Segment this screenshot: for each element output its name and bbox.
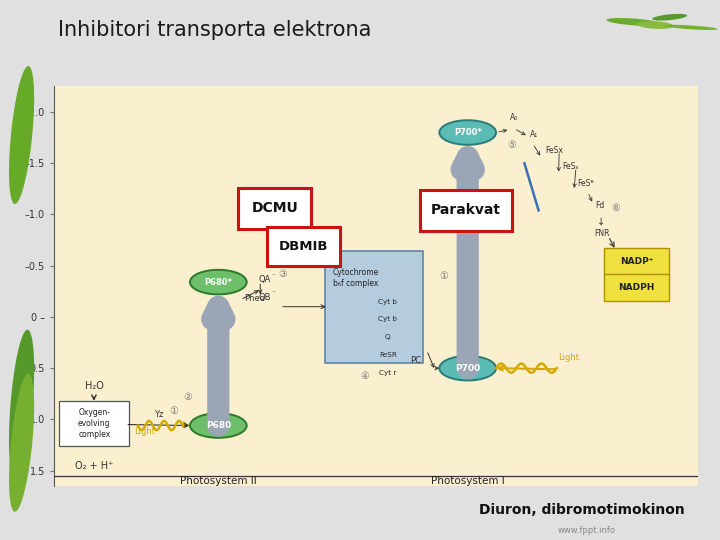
Text: Cyt b: Cyt b xyxy=(378,299,397,305)
Text: Pheo: Pheo xyxy=(244,294,265,302)
Text: NADP⁺: NADP⁺ xyxy=(620,257,653,266)
Text: Oxygen-
evolving
complex: Oxygen- evolving complex xyxy=(78,408,111,439)
Text: ②: ② xyxy=(184,392,192,402)
Text: A₁: A₁ xyxy=(530,130,538,139)
Text: ③: ③ xyxy=(279,269,287,279)
Text: ⁻: ⁻ xyxy=(272,291,276,296)
Text: ①: ① xyxy=(439,271,449,281)
Text: DBMIB: DBMIB xyxy=(279,240,328,253)
Text: QA: QA xyxy=(259,275,271,284)
Ellipse shape xyxy=(636,21,674,29)
Ellipse shape xyxy=(190,270,247,294)
Ellipse shape xyxy=(9,66,34,204)
Text: ↓: ↓ xyxy=(597,217,605,227)
Text: FNR: FNR xyxy=(594,229,610,238)
FancyBboxPatch shape xyxy=(603,274,670,301)
Text: H₂O: H₂O xyxy=(84,381,104,390)
Text: FeSₐ: FeSₐ xyxy=(562,163,578,171)
Text: FeSx: FeSx xyxy=(545,146,563,155)
Text: Q: Q xyxy=(385,334,391,340)
Text: Diuron, dibromotimokinon: Diuron, dibromotimokinon xyxy=(479,503,685,517)
Text: ④: ④ xyxy=(360,372,369,381)
FancyBboxPatch shape xyxy=(59,401,130,446)
Text: Inhibitori transporta elektrona: Inhibitori transporta elektrona xyxy=(58,20,371,40)
Text: Fd: Fd xyxy=(595,201,605,210)
Text: NADPH: NADPH xyxy=(618,283,654,292)
Text: O₂ + H⁺: O₂ + H⁺ xyxy=(75,461,113,470)
Text: Cyt b: Cyt b xyxy=(378,316,397,322)
Text: P680: P680 xyxy=(206,421,231,430)
Text: Parakvat: Parakvat xyxy=(431,204,501,218)
Text: Cytochrome
b₆f complex: Cytochrome b₆f complex xyxy=(333,268,379,288)
FancyBboxPatch shape xyxy=(325,251,423,363)
Text: Yz: Yz xyxy=(153,410,163,420)
Ellipse shape xyxy=(665,25,718,30)
Text: Cyt r: Cyt r xyxy=(379,370,397,376)
Text: ⑤: ⑤ xyxy=(507,140,516,150)
FancyBboxPatch shape xyxy=(603,248,670,275)
Ellipse shape xyxy=(606,18,661,26)
Text: www.fppt.info: www.fppt.info xyxy=(558,526,616,535)
Text: DCMU: DCMU xyxy=(251,201,298,215)
Text: FeSᴮ: FeSᴮ xyxy=(577,179,594,188)
Text: Light: Light xyxy=(135,427,156,436)
Text: P700*: P700* xyxy=(454,128,482,137)
Text: QB: QB xyxy=(259,293,271,301)
Text: Photosystem I: Photosystem I xyxy=(431,476,505,486)
Text: PC: PC xyxy=(410,356,421,365)
FancyBboxPatch shape xyxy=(420,190,512,231)
Text: ⑥: ⑥ xyxy=(611,204,621,213)
Ellipse shape xyxy=(652,14,687,21)
Text: Photosystem II: Photosystem II xyxy=(180,476,257,486)
Text: FeSR: FeSR xyxy=(379,353,397,359)
Ellipse shape xyxy=(9,329,34,481)
Ellipse shape xyxy=(190,413,247,438)
Text: P700: P700 xyxy=(455,363,480,373)
Ellipse shape xyxy=(439,356,496,381)
Ellipse shape xyxy=(439,120,496,145)
Text: A₀: A₀ xyxy=(510,113,518,122)
Text: ①: ① xyxy=(168,406,178,416)
Text: ⁻: ⁻ xyxy=(272,273,276,279)
FancyBboxPatch shape xyxy=(238,188,311,229)
FancyBboxPatch shape xyxy=(267,227,340,266)
Text: P680*: P680* xyxy=(204,278,233,287)
Ellipse shape xyxy=(9,374,34,512)
Text: Light: Light xyxy=(558,353,579,362)
